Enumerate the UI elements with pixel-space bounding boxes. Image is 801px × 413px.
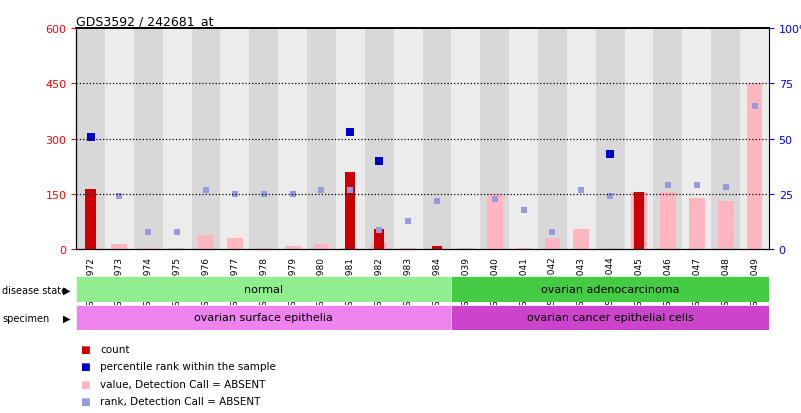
Text: ▶: ▶ (63, 285, 70, 295)
Bar (313, 244, 329, 250)
Bar (429, 248, 445, 250)
Bar (516, 248, 532, 250)
Bar (432, 246, 442, 250)
Bar (86, 189, 95, 250)
Text: count: count (100, 344, 130, 354)
Text: ovarian cancer epithelial cells: ovarian cancer epithelial cells (527, 313, 694, 323)
Bar (83, 248, 99, 250)
Bar (654, 29, 682, 250)
Bar (345, 173, 356, 250)
Bar (718, 202, 734, 250)
Bar (682, 29, 711, 250)
Bar (545, 239, 561, 250)
Bar (278, 29, 307, 250)
Bar (481, 29, 509, 250)
Bar (596, 29, 625, 250)
Bar (76, 29, 105, 250)
Bar (307, 29, 336, 250)
Bar (393, 29, 422, 250)
Bar (169, 248, 185, 250)
Text: percentile rank within the sample: percentile rank within the sample (100, 361, 276, 371)
Bar (364, 29, 393, 250)
Bar (711, 29, 740, 250)
Bar (256, 248, 272, 250)
Bar (284, 246, 300, 250)
Bar (140, 248, 156, 250)
Bar (740, 29, 769, 250)
Text: specimen: specimen (2, 313, 50, 323)
Bar (76, 277, 452, 302)
Bar (452, 277, 769, 302)
Bar (602, 248, 618, 250)
Text: ■: ■ (80, 379, 90, 389)
Bar (342, 248, 358, 250)
Text: ■: ■ (80, 344, 90, 354)
Bar (220, 29, 249, 250)
Text: ovarian adenocarcinoma: ovarian adenocarcinoma (541, 285, 679, 294)
Bar (634, 193, 644, 250)
Bar (249, 29, 278, 250)
Bar (574, 230, 590, 250)
Bar (509, 29, 538, 250)
Bar (105, 29, 134, 250)
Bar (422, 29, 452, 250)
Bar (336, 29, 364, 250)
Bar (487, 195, 503, 250)
Text: rank, Detection Call = ABSENT: rank, Detection Call = ABSENT (100, 396, 260, 406)
Bar (452, 29, 481, 250)
Bar (76, 305, 452, 330)
Bar (400, 248, 416, 250)
Bar (163, 29, 191, 250)
Bar (567, 29, 596, 250)
Bar (198, 235, 214, 250)
Text: ■: ■ (80, 361, 90, 371)
Bar (747, 84, 763, 250)
Bar (111, 244, 127, 250)
Bar (458, 248, 473, 250)
Bar (689, 198, 705, 250)
Text: disease state: disease state (2, 285, 67, 295)
Bar (625, 29, 654, 250)
Text: normal: normal (244, 285, 284, 294)
Bar (134, 29, 163, 250)
Text: ▶: ▶ (63, 313, 70, 323)
Bar (372, 242, 387, 250)
Bar (374, 230, 384, 250)
Text: ■: ■ (80, 396, 90, 406)
Text: value, Detection Call = ABSENT: value, Detection Call = ABSENT (100, 379, 265, 389)
Text: GDS3592 / 242681_at: GDS3592 / 242681_at (76, 15, 214, 28)
Bar (452, 305, 769, 330)
Bar (660, 193, 676, 250)
Bar (191, 29, 220, 250)
Bar (538, 29, 567, 250)
Bar (227, 239, 243, 250)
Text: ovarian surface epithelia: ovarian surface epithelia (195, 313, 333, 323)
Bar (631, 193, 647, 250)
